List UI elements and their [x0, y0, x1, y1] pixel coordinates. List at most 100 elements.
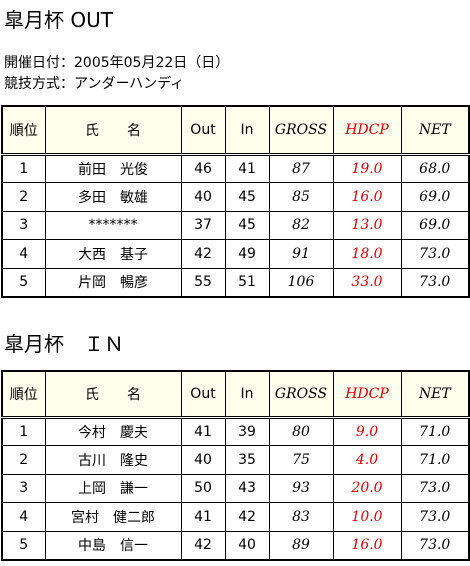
cell: 80 — [268, 416, 334, 446]
header-cell: Out — [180, 370, 226, 419]
cell: 73.0 — [400, 530, 470, 560]
cell: 13.0 — [332, 210, 402, 240]
data-row: 3 ******* 37 45 82 13.0 69.0 — [1, 210, 470, 240]
cell: 83 — [268, 502, 334, 532]
cell: 40 — [224, 530, 270, 560]
cell: 大西 基子 — [44, 239, 182, 269]
cell: 3 — [1, 473, 46, 503]
cell: 39 — [224, 416, 270, 446]
cell: 73.0 — [400, 267, 470, 297]
header-cell: Out — [180, 105, 226, 156]
score-table: 順位氏 名 Out In GROSS HDCP NET 1 前田 光俊 46 41 87 19.0 68… — [1, 105, 470, 298]
data-row: 4 大西 基子 42 49 91 18.0 73.0 — [1, 239, 470, 269]
cell: 宮村 健二郎 — [44, 502, 182, 532]
header-cell: NET — [400, 105, 470, 156]
cell: 87 — [268, 153, 334, 183]
header-cell: In — [224, 370, 270, 419]
cell: 1 — [1, 153, 46, 183]
cell: 16.0 — [332, 530, 402, 560]
cell: 45 — [224, 182, 270, 212]
cell: 106 — [268, 267, 334, 297]
data-row: 5 中島 信一 42 40 89 16.0 73.0 — [1, 530, 470, 560]
cell: 41 — [224, 153, 270, 183]
data-row: 4 宮村 健二郎 41 42 83 10.0 73.0 — [1, 502, 470, 532]
cell: 4.0 — [332, 445, 402, 475]
data-row: 1 今村 慶夫 41 39 80 9.0 71.0 — [1, 416, 470, 446]
header-cell: In — [224, 105, 270, 156]
cell: 10.0 — [332, 502, 402, 532]
cell: 55 — [180, 267, 226, 297]
cell: 中島 信一 — [44, 530, 182, 560]
cell: 69.0 — [400, 182, 470, 212]
cell: 4 — [1, 502, 46, 532]
header-cell: HDCP — [332, 370, 402, 419]
cell: 73.0 — [400, 473, 470, 503]
cell: 73.0 — [400, 239, 470, 269]
cell: 40 — [180, 445, 226, 475]
cell: 46 — [180, 153, 226, 183]
header-cell: 氏 名 — [44, 105, 182, 156]
header-cell: 順位 — [1, 370, 46, 419]
cell: 71.0 — [400, 445, 470, 475]
header-cell: 氏 名 — [44, 370, 182, 419]
cell: 前田 光俊 — [44, 153, 182, 183]
cell: 89 — [268, 530, 334, 560]
cell: 古川 隆史 — [44, 445, 182, 475]
cell: 2 — [1, 445, 46, 475]
header-cell: GROSS — [268, 370, 334, 419]
cell: 4 — [1, 239, 46, 269]
cell: 75 — [268, 445, 334, 475]
cell: 16.0 — [332, 182, 402, 212]
cell: 82 — [268, 210, 334, 240]
cell: 19.0 — [332, 153, 402, 183]
cell: 69.0 — [400, 210, 470, 240]
header-cell: HDCP — [332, 105, 402, 156]
cell: 18.0 — [332, 239, 402, 269]
cell: 片岡 暢彦 — [44, 267, 182, 297]
cell: 45 — [224, 210, 270, 240]
cell: 42 — [224, 502, 270, 532]
info-line: 開催日付：2005年05月22日（日） — [4, 55, 230, 71]
cell: 42 — [180, 239, 226, 269]
score-table: 順位氏 名 Out In GROSS HDCP NET 1 今村 慶夫 41 39 80 9.0 71.… — [1, 370, 470, 561]
cell: 37 — [180, 210, 226, 240]
data-row: 2 多田 敏雄 40 45 85 16.0 69.0 — [1, 182, 470, 212]
cell: 50 — [180, 473, 226, 503]
cell: 71.0 — [400, 416, 470, 446]
page-title: 皐月杯 OUT — [4, 8, 113, 32]
header-cell: GROSS — [268, 105, 334, 156]
cell: 41 — [180, 416, 226, 446]
cell: 93 — [268, 473, 334, 503]
info-line: 競技方式：アンダーハンディ — [4, 76, 185, 92]
cell: 今村 慶夫 — [44, 416, 182, 446]
cell: 41 — [180, 502, 226, 532]
header-cell: 順位 — [1, 105, 46, 156]
cell: 51 — [224, 267, 270, 297]
cell: 85 — [268, 182, 334, 212]
cell: 91 — [268, 239, 334, 269]
cell: 9.0 — [332, 416, 402, 446]
cell: 35 — [224, 445, 270, 475]
cell: 20.0 — [332, 473, 402, 503]
cell: 上岡 謙一 — [44, 473, 182, 503]
header-row: 順位氏 名 Out In GROSS HDCP NET — [1, 105, 470, 156]
cell: 73.0 — [400, 502, 470, 532]
section-title: 皐月杯 ＩＮ — [4, 332, 124, 356]
cell: 1 — [1, 416, 46, 446]
cell: 3 — [1, 210, 46, 240]
cell: 5 — [1, 267, 46, 297]
data-row: 5 片岡 暢彦 55 51 106 33.0 73.0 — [1, 267, 470, 297]
cell: 49 — [224, 239, 270, 269]
header-row: 順位氏 名 Out In GROSS HDCP NET — [1, 370, 470, 419]
cell: 42 — [180, 530, 226, 560]
data-row: 1 前田 光俊 46 41 87 19.0 68.0 — [1, 153, 470, 183]
cell: 40 — [180, 182, 226, 212]
cell: 多田 敏雄 — [44, 182, 182, 212]
cell: 2 — [1, 182, 46, 212]
data-row: 2 古川 隆史 40 35 75 4.0 71.0 — [1, 445, 470, 475]
cell: 68.0 — [400, 153, 470, 183]
cell: ******* — [44, 210, 182, 240]
cell: 33.0 — [332, 267, 402, 297]
cell: 5 — [1, 530, 46, 560]
